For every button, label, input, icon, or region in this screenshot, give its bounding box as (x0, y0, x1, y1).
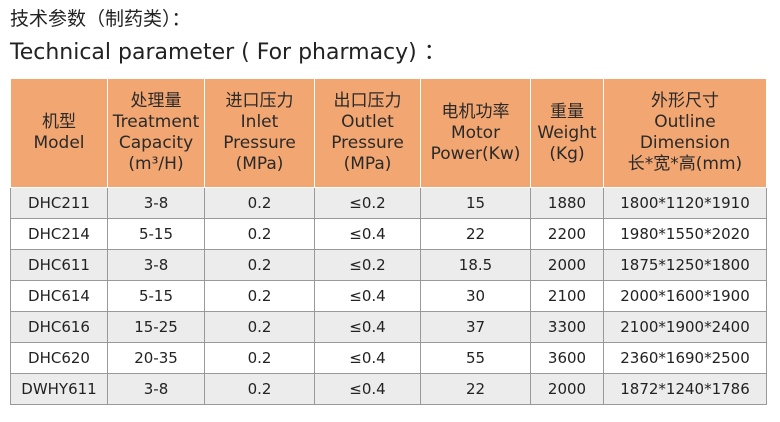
header-line: Power(Kw) (430, 143, 521, 164)
table-cell: 2000 (530, 249, 604, 281)
table-cell: 2100*1900*2400 (603, 311, 767, 343)
table-cell: 37 (420, 311, 531, 343)
table-cell: DHC611 (10, 249, 108, 281)
table-cell: 0.2 (204, 373, 315, 405)
spec-table: 机型 Model 处理量 Treatment Capacity (m³/H) 进口压力 Inl… (10, 78, 767, 405)
table-cell: ≤0.4 (314, 342, 421, 374)
table-cell: 5-15 (107, 280, 205, 312)
table-cell: 0.2 (204, 280, 315, 312)
column-header: 机型 Model (10, 78, 108, 188)
table-cell: ≤0.2 (314, 249, 421, 281)
table-row: DWHY611 3-8 0.2 ≤0.4 22 2000 1872*1240*1786 (10, 373, 767, 405)
table-cell: 1872*1240*1786 (603, 373, 767, 405)
table-cell: 20-35 (107, 342, 205, 374)
table-cell: 55 (420, 342, 531, 374)
table-cell: DHC616 (10, 311, 108, 343)
table-body: DHC211 3-8 0.2 ≤0.2 15 1880 1800*1120*1910 DHC2… (10, 187, 767, 405)
table-cell: 1800*1120*1910 (603, 187, 767, 219)
header-line: 进口压力 (225, 91, 294, 111)
header-line: 出口压力 (333, 91, 402, 111)
table-cell: 2000*1600*1900 (603, 280, 767, 312)
table-cell: DHC620 (10, 342, 108, 374)
table-cell: 3-8 (107, 373, 205, 405)
column-header: 电机功率 Motor Power(Kw) (420, 78, 531, 188)
header-line: (MPa) (235, 154, 284, 174)
header-line: 重量 (550, 101, 584, 122)
header-line: 处理量 (130, 91, 182, 111)
header-line: Model (33, 133, 85, 153)
header-line: Treatment (112, 112, 200, 132)
header-row: 机型 Model 处理量 Treatment Capacity (m³/H) 进口压力 Inl… (10, 78, 767, 188)
table-cell: 3-8 (107, 187, 205, 219)
header-line: Motor (450, 122, 501, 143)
table-cell: 22 (420, 218, 531, 250)
header-line: Inlet (240, 112, 279, 132)
header-line: Pressure (223, 133, 296, 153)
table-row: DHC620 20-35 0.2 ≤0.4 55 3600 2360*1690*2500 (10, 342, 767, 374)
table-cell: 3-8 (107, 249, 205, 281)
table-cell: 15 (420, 187, 531, 219)
table-cell: DHC214 (10, 218, 108, 250)
table-row: DHC214 5-15 0.2 ≤0.4 22 2200 1980*1550*2020 (10, 218, 767, 250)
table-cell: 1875*1250*1800 (603, 249, 767, 281)
header-line: 长*宽*高(mm) (627, 154, 743, 174)
table-cell: 30 (420, 280, 531, 312)
table-cell: ≤0.2 (314, 187, 421, 219)
table-cell: DHC211 (10, 187, 108, 219)
table-cell: 0.2 (204, 218, 315, 250)
table-cell: ≤0.4 (314, 311, 421, 343)
table-cell: ≤0.4 (314, 218, 421, 250)
header-line: 电机功率 (441, 101, 510, 122)
table-cell: 22 (420, 373, 531, 405)
header-line: 机型 (42, 112, 76, 132)
table-cell: ≤0.4 (314, 280, 421, 312)
header-line: (MPa) (343, 154, 392, 174)
table-cell: 3600 (530, 342, 604, 374)
table-cell: ≤0.4 (314, 373, 421, 405)
table-cell: 15-25 (107, 311, 205, 343)
header-line: Dimension (639, 133, 731, 153)
header-line: Pressure (331, 133, 404, 153)
header-line: Capacity (118, 133, 194, 153)
table-cell: 3300 (530, 311, 604, 343)
title-cn: 技术参数（制药类）： (10, 8, 191, 30)
table-row: DHC211 3-8 0.2 ≤0.2 15 1880 1800*1120*1910 (10, 187, 767, 219)
table-cell: 0.2 (204, 187, 315, 219)
header-line: (m³/H) (128, 154, 184, 174)
column-header: 处理量 Treatment Capacity (m³/H) (107, 78, 205, 188)
table-cell: 2000 (530, 373, 604, 405)
column-header: 重量 Weight (Kg) (530, 78, 604, 188)
table-cell: 5-15 (107, 218, 205, 250)
table-cell: DWHY611 (10, 373, 108, 405)
header-line: (Kg) (549, 143, 585, 164)
table-cell: 2360*1690*2500 (603, 342, 767, 374)
table-cell: 0.2 (204, 249, 315, 281)
header-line: Weight (537, 122, 597, 143)
table-cell: 2200 (530, 218, 604, 250)
title-en: Technical parameter ( For pharmacy) ： (10, 40, 446, 65)
table-cell: 1980*1550*2020 (603, 218, 767, 250)
table-cell: DHC614 (10, 280, 108, 312)
table-cell: 0.2 (204, 311, 315, 343)
table-cell: 2100 (530, 280, 604, 312)
column-header: 进口压力 Inlet Pressure (MPa) (204, 78, 315, 188)
column-header: 出口压力 Outlet Pressure (MPa) (314, 78, 421, 188)
column-header: 外形尺寸 Outline Dimension 长*宽*高(mm) (603, 78, 767, 188)
table-cell: 1880 (530, 187, 604, 219)
table-row: DHC614 5-15 0.2 ≤0.4 30 2100 2000*1600*1900 (10, 280, 767, 312)
header-line: Outlet (341, 112, 394, 132)
header-line: Outline (654, 112, 716, 132)
table-cell: 0.2 (204, 342, 315, 374)
header-line: 外形尺寸 (651, 91, 719, 111)
table-cell: 18.5 (420, 249, 531, 281)
table-row: DHC611 3-8 0.2 ≤0.2 18.5 2000 1875*1250*1800 (10, 249, 767, 281)
table-row: DHC616 15-25 0.2 ≤0.4 37 3300 2100*1900*2400 (10, 311, 767, 343)
